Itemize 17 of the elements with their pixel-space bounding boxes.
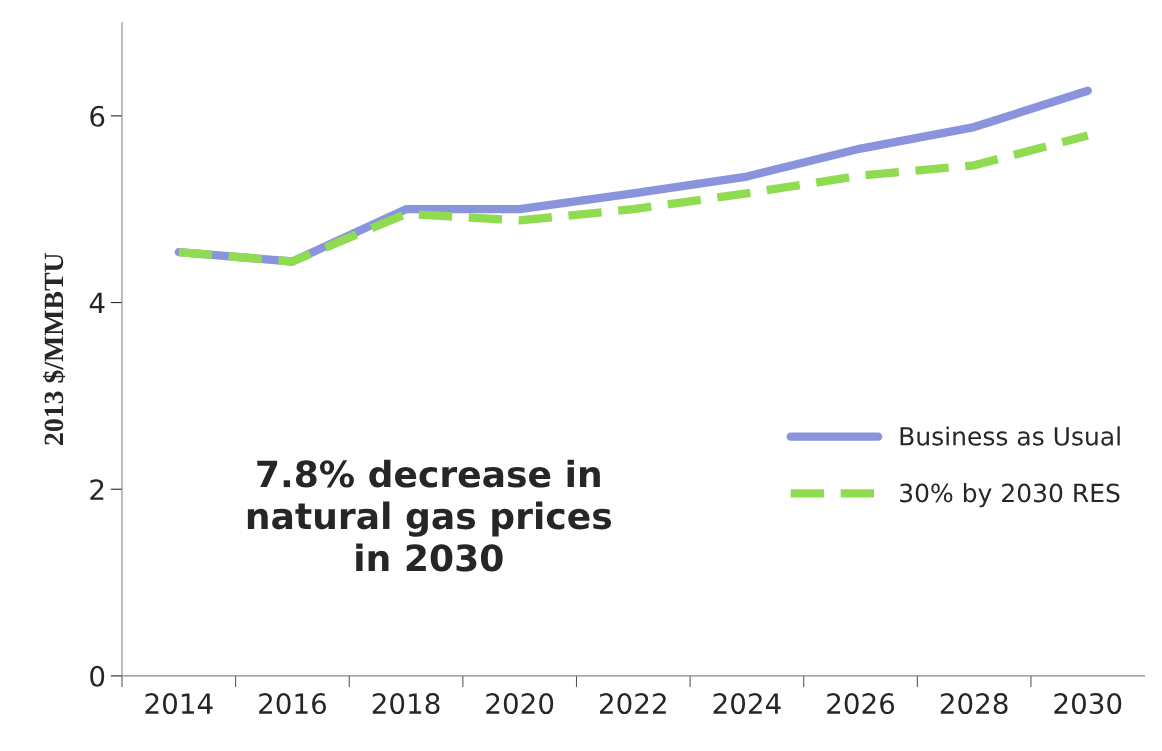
x-tick-label: 2018	[372, 693, 440, 715]
x-tick-label: 2016	[259, 693, 327, 715]
x-tick-label: 2020	[486, 693, 554, 715]
y-tick-label: 0	[90, 665, 105, 687]
legend-label: 30% by 2030 RES	[900, 483, 1120, 508]
y-axis-title: 2013 $/MMBTU	[42, 253, 66, 445]
y-tick-label: 4	[89, 292, 105, 314]
x-tick-label: 2014	[145, 693, 213, 715]
legend-label: Business as Usual	[900, 426, 1120, 446]
x-tick-label: 2024	[713, 693, 781, 715]
y-tick-label: 6	[90, 105, 105, 127]
annotation: 7.8% decrease in natural gas prices in 2030	[247, 459, 612, 572]
x-tick-label: 2026	[827, 693, 895, 715]
x-tick-label: 2028	[940, 693, 1008, 715]
x-tick-label: 2022	[599, 693, 666, 715]
y-tick-label: 2	[90, 479, 104, 500]
x-tick-label: 2030	[1054, 693, 1122, 715]
